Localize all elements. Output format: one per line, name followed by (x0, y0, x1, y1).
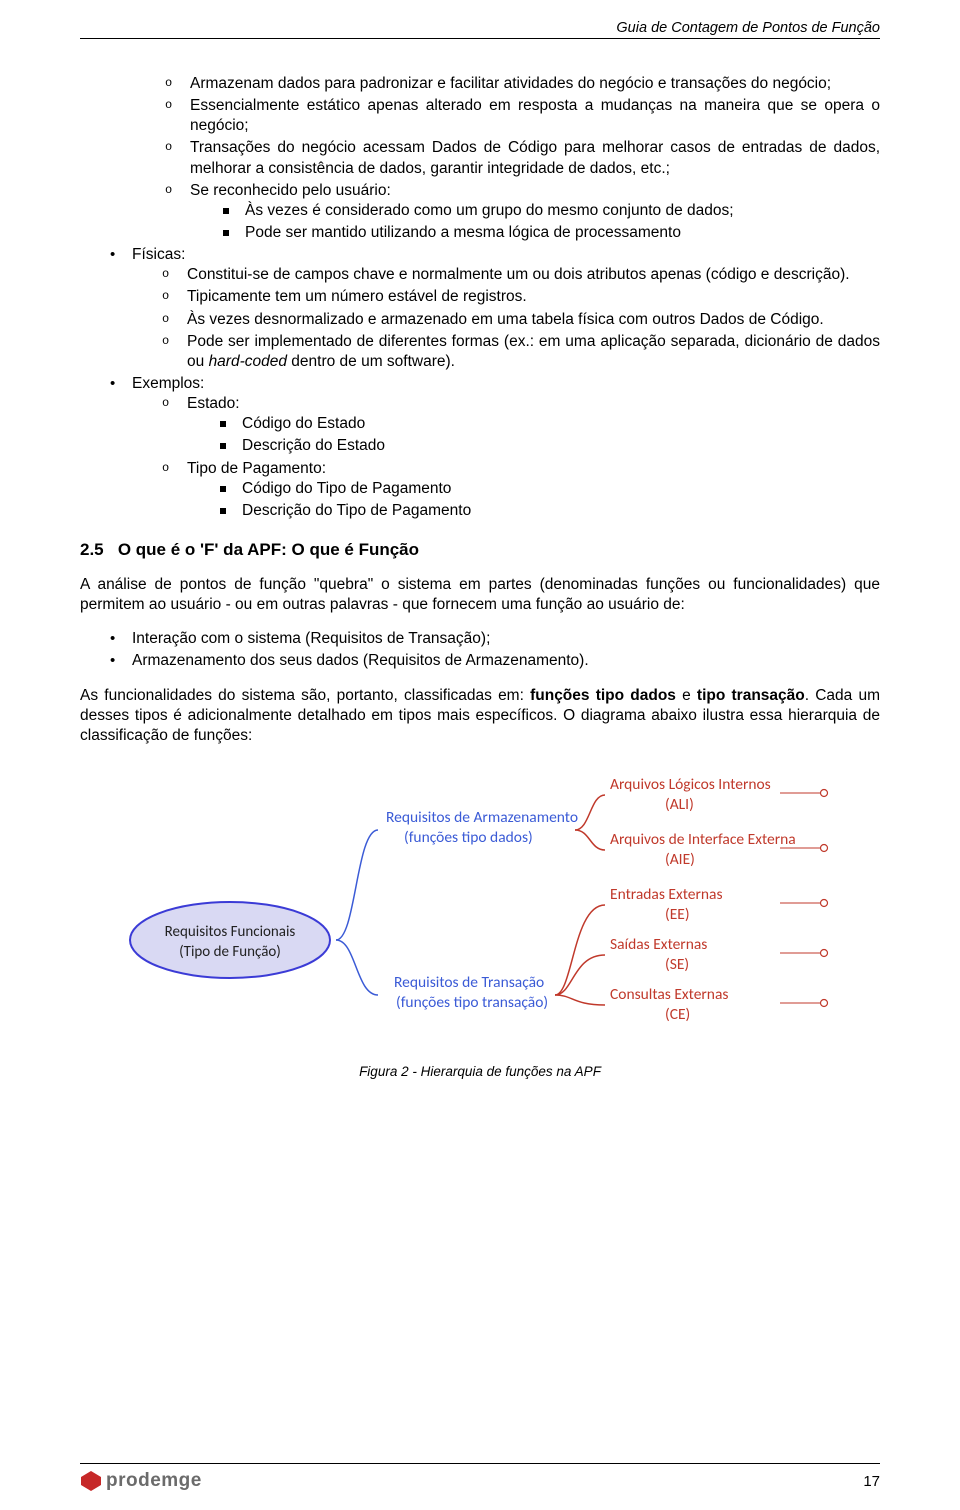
svg-text:Saídas Externas: Saídas Externas (610, 935, 707, 954)
svg-text:(AIE): (AIE) (665, 850, 695, 869)
diagram-svg: Requisitos Funcionais (Tipo de Função) Req… (120, 760, 840, 1045)
svg-text:Requisitos de Transação: Requisitos de Transação (394, 973, 544, 992)
tipo-squares: Código do Tipo de Pagamento Descrição do… (187, 479, 880, 521)
svg-text:Requisitos de Armazenamento: Requisitos de Armazenamento (386, 808, 578, 827)
list-item-label: Tipo de Pagamento: (187, 460, 326, 477)
list-item: Interação com o sistema (Requisitos de T… (110, 629, 880, 649)
figure-caption: Figura 2 - Hierarquia de funções na APF (80, 1063, 880, 1081)
list-item: Constitui-se de campos chave e normalmen… (162, 265, 880, 285)
list-item-text: Pode ser implementado de diferentes form… (187, 333, 880, 370)
list-item: Descrição do Estado (220, 436, 880, 456)
estado-squares: Código do Estado Descrição do Estado (187, 414, 880, 456)
logo-text: prodemge (106, 1470, 202, 1492)
list-item: Pode ser mantido utilizando a mesma lógi… (223, 223, 880, 243)
svg-text:Requisitos Funcionais: Requisitos Funcionais (165, 923, 296, 941)
list-item-label: Se reconhecido pelo usuário: (190, 182, 391, 199)
list-item: Às vezes desnormalizado e armazenado em … (162, 310, 880, 330)
svg-text:Arquivos Lógicos Internos: Arquivos Lógicos Internos (610, 775, 771, 794)
list-item: Tipicamente tem um número estável de reg… (162, 287, 880, 307)
svg-text:Entradas Externas: Entradas Externas (610, 885, 723, 904)
list-item-label: Estado: (187, 395, 240, 412)
paragraph: A análise de pontos de função "quebra" o… (80, 575, 880, 615)
svg-text:(funções tipo dados): (funções tipo dados) (404, 828, 533, 847)
top-sublist: Armazenam dados para padronizar e facili… (80, 74, 880, 243)
list-item: Se reconhecido pelo usuário: Às vezes é … (165, 181, 880, 243)
list-item: Código do Estado (220, 414, 880, 434)
list-item-exemplos: Exemplos: Estado: Código do Estado Descr… (110, 374, 880, 521)
svg-text:(EE): (EE) (665, 905, 690, 924)
list-item: Armazenam dados para padronizar e facili… (165, 74, 880, 94)
list-item-label: Físicas: (132, 246, 185, 263)
hierarchy-diagram: Requisitos Funcionais (Tipo de Função) Req… (80, 760, 880, 1051)
exemplos-sublist: Estado: Código do Estado Descrição do Es… (132, 394, 880, 521)
list-item: Às vezes é considerado como um grupo do … (223, 201, 880, 221)
list-item: Código do Tipo de Pagamento (220, 479, 880, 499)
list-item: Armazenamento dos seus dados (Requisitos… (110, 651, 880, 671)
header-title: Guia de Contagem de Pontos de Função (616, 20, 880, 36)
text-run: As funcionalidades do sistema são, porta… (80, 687, 530, 704)
fisicas-sublist: Constitui-se de campos chave e normalmen… (132, 265, 880, 372)
list-item-label: Exemplos: (132, 375, 204, 392)
prodemge-logo: prodemge (80, 1470, 202, 1492)
svg-text:(ALI): (ALI) (665, 795, 694, 814)
svg-text:(CE): (CE) (665, 1005, 690, 1024)
page-footer: prodemge 17 (80, 1463, 880, 1492)
paragraph: As funcionalidades do sistema são, porta… (80, 686, 880, 746)
logo-mark-icon (80, 1470, 102, 1492)
list-item: Essencialmente estático apenas alterado … (165, 96, 880, 136)
sub-squares: Às vezes é considerado como um grupo do … (190, 201, 880, 243)
section-number: 2.5 (80, 540, 104, 559)
text-bold: funções tipo dados (530, 687, 676, 704)
text-run: e (676, 687, 697, 704)
section-heading: 2.5 O que é o 'F' da APF: O que é Função (80, 539, 880, 561)
page-header: Guia de Contagem de Pontos de Função (80, 20, 880, 39)
list-item: Pode ser implementado de diferentes form… (162, 332, 880, 372)
list-item: Transações do negócio acessam Dados de C… (165, 138, 880, 178)
svg-text:(Tipo de Função): (Tipo de Função) (179, 943, 281, 961)
list-item: Estado: Código do Estado Descrição do Es… (162, 394, 880, 456)
bullet-list-2: Interação com o sistema (Requisitos de T… (80, 629, 880, 671)
text-bold: tipo transação (697, 687, 805, 704)
bullet-list: Físicas: Constitui-se de campos chave e … (80, 245, 880, 521)
section-title: O que é o 'F' da APF: O que é Função (118, 540, 419, 559)
svg-text:(funções tipo transação): (funções tipo transação) (396, 993, 548, 1012)
svg-text:Consultas Externas: Consultas Externas (610, 985, 728, 1004)
list-item: Tipo de Pagamento: Código do Tipo de Pag… (162, 459, 880, 521)
document-body: Armazenam dados para padronizar e facili… (80, 74, 880, 1081)
page: Guia de Contagem de Pontos de Função Arm… (0, 0, 960, 1510)
list-item-fisicas: Físicas: Constitui-se de campos chave e … (110, 245, 880, 372)
svg-text:(SE): (SE) (665, 955, 689, 974)
svg-text:Arquivos de Interface Externa: Arquivos de Interface Externa (610, 830, 796, 849)
list-item: Descrição do Tipo de Pagamento (220, 501, 880, 521)
page-number: 17 (863, 1473, 880, 1490)
